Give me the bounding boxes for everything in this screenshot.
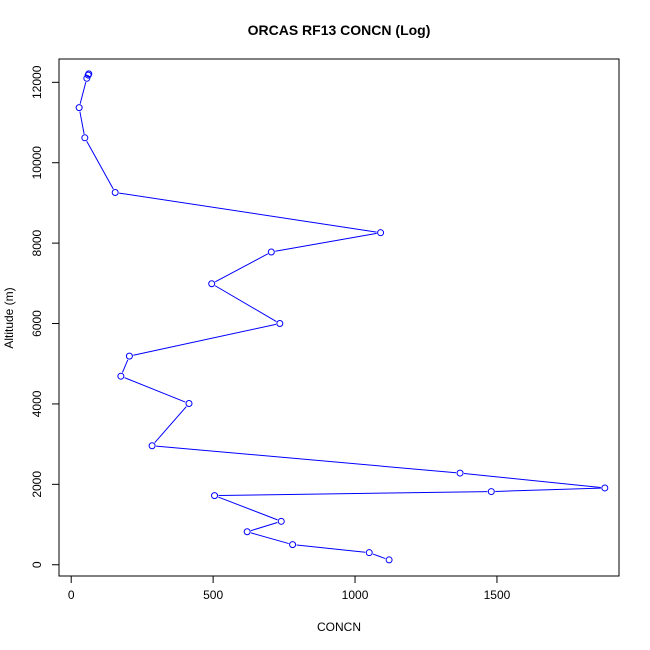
data-point (83, 74, 91, 82)
series-segment (156, 445, 457, 474)
series-segment (214, 253, 269, 283)
data-series (75, 70, 609, 564)
data-point (377, 229, 385, 237)
data-point (185, 400, 193, 408)
series-segment (372, 553, 386, 560)
data-point (601, 484, 609, 492)
data-point (385, 556, 393, 564)
series-segment (275, 232, 377, 252)
series-segment (214, 285, 277, 322)
plot-frame (58, 58, 620, 577)
data-point (211, 492, 219, 500)
series-segment (218, 496, 278, 521)
data-point (75, 104, 83, 112)
data-point (289, 541, 297, 549)
y-tick-label: 6000 (30, 310, 44, 337)
data-point (111, 188, 119, 196)
y-tick-label: 4000 (30, 390, 44, 417)
series-segment (250, 522, 278, 532)
series-segment (463, 472, 601, 489)
series-segment (495, 487, 601, 492)
y-tick-label: 10000 (30, 146, 44, 180)
y-tick-label: 12000 (30, 65, 44, 99)
series-segment (79, 82, 87, 104)
data-point (81, 134, 89, 142)
data-point (85, 70, 93, 78)
series-segment (218, 491, 488, 497)
data-point (456, 469, 464, 477)
series-segment (133, 323, 277, 356)
data-point (148, 442, 156, 450)
x-tick-label: 500 (203, 588, 223, 602)
data-point (117, 372, 125, 380)
series-segment (154, 406, 187, 444)
x-tick-label: 1500 (484, 588, 511, 602)
data-point (125, 352, 133, 360)
x-tick-label: 1000 (342, 588, 369, 602)
series-segment (86, 141, 114, 190)
y-tick-label: 2000 (30, 471, 44, 498)
series-segment (124, 377, 186, 403)
x-axis-label: CONCN (317, 620, 361, 634)
data-point (276, 320, 284, 328)
chart-title: ORCAS RF13 CONCN (Log) (248, 22, 431, 38)
y-tick-label: 0 (30, 561, 44, 568)
series-segment (79, 111, 85, 134)
series-segment (121, 359, 129, 373)
data-point (267, 248, 275, 256)
data-point (277, 517, 285, 525)
y-axis-label: Altitude (m) (2, 287, 16, 348)
data-point (208, 280, 216, 288)
series-segment (119, 192, 377, 233)
series-segment (296, 544, 366, 553)
x-tick-label: 0 (68, 588, 75, 602)
y-tick-label: 8000 (30, 229, 44, 256)
data-point (365, 549, 373, 557)
data-point (243, 528, 251, 536)
series-segment (250, 532, 289, 545)
data-point (487, 488, 495, 496)
x-axis: 0 500 1000 1500 (68, 575, 511, 602)
y-axis: 0 2000 4000 6000 8000 10000 12000 (30, 65, 60, 568)
